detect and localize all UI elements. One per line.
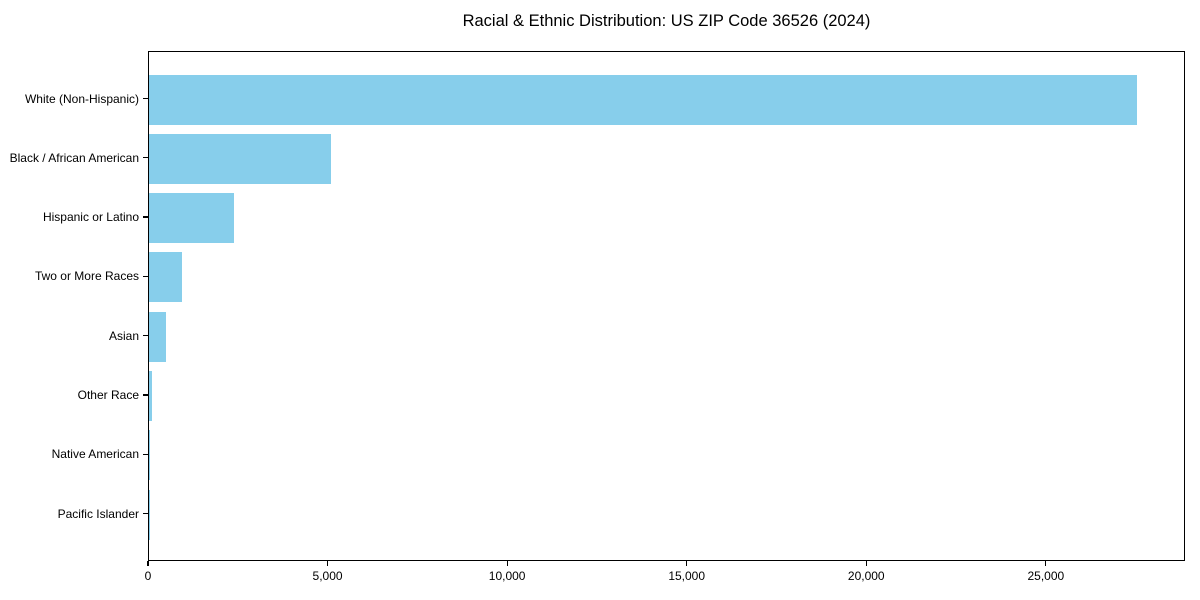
- y-tick-label: White (Non-Hispanic): [24, 91, 139, 106]
- x-tick-label: 25,000: [1027, 569, 1065, 583]
- bar-white-non-hispanic: [149, 74, 1137, 125]
- y-tick-label: Asian: [108, 328, 139, 343]
- x-tick-label: 0: [144, 569, 152, 583]
- bar-native-american: [149, 430, 150, 481]
- x-tick: [506, 561, 508, 566]
- x-tick-label: 5,000: [312, 569, 343, 583]
- bar-two-or-more-races: [149, 252, 183, 303]
- x-tick: [147, 561, 149, 566]
- y-tick: [143, 97, 148, 100]
- bar-black-african-american: [149, 133, 332, 184]
- y-tick: [143, 275, 148, 277]
- y-tick-label: Other Race: [77, 387, 139, 402]
- y-tick: [143, 453, 148, 455]
- y-tick-label: Hispanic or Latino: [42, 210, 139, 225]
- x-tick-label: 15,000: [668, 569, 706, 583]
- x-tick-label: 10,000: [488, 569, 526, 583]
- y-tick-label: Pacific Islander: [57, 506, 139, 521]
- y-tick: [143, 394, 148, 396]
- x-tick: [1045, 561, 1047, 566]
- y-tick-label: Two or More Races: [34, 269, 139, 284]
- x-tick: [686, 561, 688, 566]
- y-tick: [143, 157, 148, 159]
- y-tick: [143, 216, 148, 218]
- y-tick: [143, 335, 148, 337]
- x-tick-label: 20,000: [847, 569, 885, 583]
- plot-area: [148, 51, 1185, 561]
- y-tick-label: Black / African American: [9, 150, 139, 165]
- chart-title: Racial & Ethnic Distribution: US ZIP Cod…: [462, 12, 871, 30]
- bar-other-race: [149, 370, 152, 421]
- bar-asian: [149, 311, 167, 362]
- x-tick: [326, 561, 329, 566]
- y-tick-label: Native American: [51, 447, 139, 462]
- bar-hispanic-or-latino: [149, 193, 235, 244]
- y-tick: [143, 512, 148, 515]
- x-tick: [865, 561, 867, 566]
